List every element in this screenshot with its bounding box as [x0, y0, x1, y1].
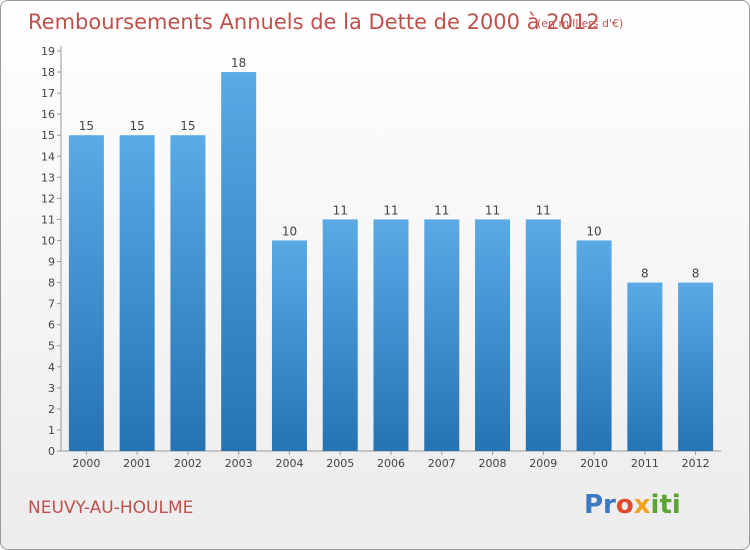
y-tick-label: 13	[41, 171, 55, 184]
y-tick-label: 8	[48, 277, 55, 290]
x-tick-label: 2007	[428, 457, 456, 470]
data-label-2010: 10	[586, 224, 601, 238]
data-label-2012: 8	[692, 267, 700, 281]
y-tick-label: 6	[48, 319, 55, 332]
proxiti-logo: Proxiti	[584, 490, 681, 520]
y-tick-label: 15	[41, 129, 55, 142]
y-tick-label: 0	[48, 445, 55, 458]
bar-2006	[373, 219, 409, 451]
y-tick-label: 18	[41, 66, 55, 79]
x-tick-label: 2010	[580, 457, 608, 470]
data-label-2003: 18	[231, 56, 246, 70]
bar-2004	[271, 240, 307, 451]
bar-2003	[221, 72, 257, 451]
bar-2000	[68, 135, 104, 452]
x-tick-label: 2009	[529, 457, 557, 470]
data-label-2007: 11	[434, 203, 449, 217]
y-tick-label: 4	[48, 361, 55, 374]
bar-2012	[678, 282, 714, 451]
x-tick-label: 2003	[225, 457, 253, 470]
data-label-2008: 11	[485, 203, 500, 217]
x-tick-label: 2012	[682, 457, 710, 470]
y-tick-label: 17	[41, 87, 55, 100]
unit-label: (en milliers d'€)	[537, 17, 624, 30]
y-tick-label: 5	[48, 340, 55, 353]
data-label-2002: 15	[180, 119, 195, 133]
data-label-2005: 11	[333, 203, 348, 217]
y-tick-label: 1	[48, 424, 55, 437]
data-label-2009: 11	[536, 203, 551, 217]
x-tick-label: 2006	[377, 457, 405, 470]
data-label-2001: 15	[130, 119, 145, 133]
data-label-2004: 10	[282, 224, 297, 238]
y-tick-label: 7	[48, 298, 55, 311]
bar-2007	[424, 219, 460, 451]
data-label-2000: 15	[79, 119, 94, 133]
chart-title: Remboursements Annuels de la Dette de 20…	[28, 10, 600, 34]
bar-2010	[576, 240, 612, 451]
x-tick-label: 2001	[123, 457, 151, 470]
bar-2009	[525, 219, 561, 451]
y-tick-label: 10	[41, 234, 55, 247]
x-tick-label: 2011	[631, 457, 659, 470]
bar-2011	[627, 282, 663, 451]
bar-2008	[475, 219, 511, 451]
y-tick-label: 12	[41, 192, 55, 205]
commune-name: NEUVY-AU-HOULME	[28, 498, 194, 518]
y-tick-label: 11	[41, 213, 55, 226]
chart-data-labels: 15 15 15 18 10 11 11 11 11 11 10 8 8	[79, 56, 700, 281]
data-label-2006: 11	[383, 203, 398, 217]
x-tick-label: 2000	[72, 457, 100, 470]
y-tick-label: 2	[48, 403, 55, 416]
y-tick-label: 19	[41, 45, 55, 58]
x-tick-label: 2002	[174, 457, 202, 470]
x-tick-label: 2005	[326, 457, 354, 470]
chart-bars	[68, 72, 714, 452]
y-tick-label: 9	[48, 256, 55, 269]
data-label-2011: 8	[641, 267, 649, 281]
bar-2001	[119, 135, 155, 452]
y-tick-label: 3	[48, 382, 55, 395]
bar-2005	[322, 219, 358, 451]
y-tick-label: 16	[41, 108, 55, 121]
y-tick-label: 14	[41, 150, 55, 163]
x-tick-label: 2008	[479, 457, 507, 470]
bar-2002	[170, 135, 206, 452]
x-tick-label: 2004	[275, 457, 303, 470]
